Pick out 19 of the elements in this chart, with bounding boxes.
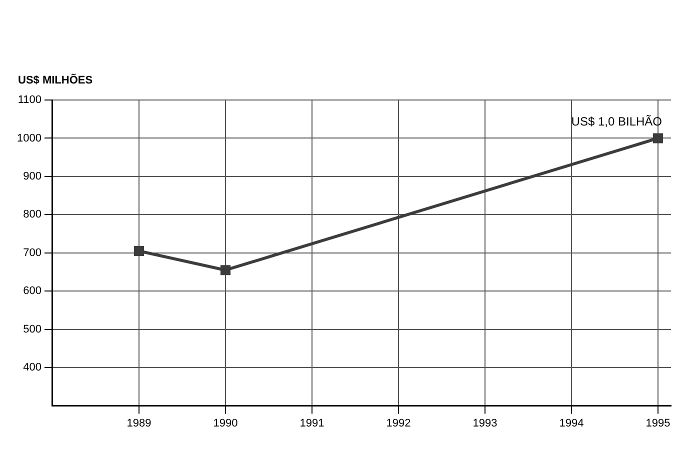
x-tick-label: 1991 (300, 417, 324, 430)
x-tick-label: 1993 (472, 417, 498, 430)
x-tick-label: 1994 (559, 417, 584, 430)
y-tick-label: 900 (23, 170, 42, 182)
y-tick-label: 700 (23, 246, 42, 259)
y-tick-label: 800 (23, 208, 42, 221)
point (220, 265, 231, 276)
point (652, 133, 664, 144)
y-tick-label: 400 (23, 362, 42, 374)
x-tick-label: 1995 (646, 417, 670, 430)
y-tick-label: 500 (23, 323, 42, 336)
point (134, 246, 144, 256)
x-tick-label: 1989 (126, 417, 152, 430)
x-tick-label: 1990 (213, 417, 238, 430)
x-tick-label: 1992 (386, 417, 411, 430)
y-axis-title: US$ MILHÕES (18, 74, 93, 87)
y-tick-label: 600 (23, 285, 42, 298)
y-tick-label: 1000 (16, 132, 42, 144)
y-tick-label: 1100 (18, 94, 42, 106)
